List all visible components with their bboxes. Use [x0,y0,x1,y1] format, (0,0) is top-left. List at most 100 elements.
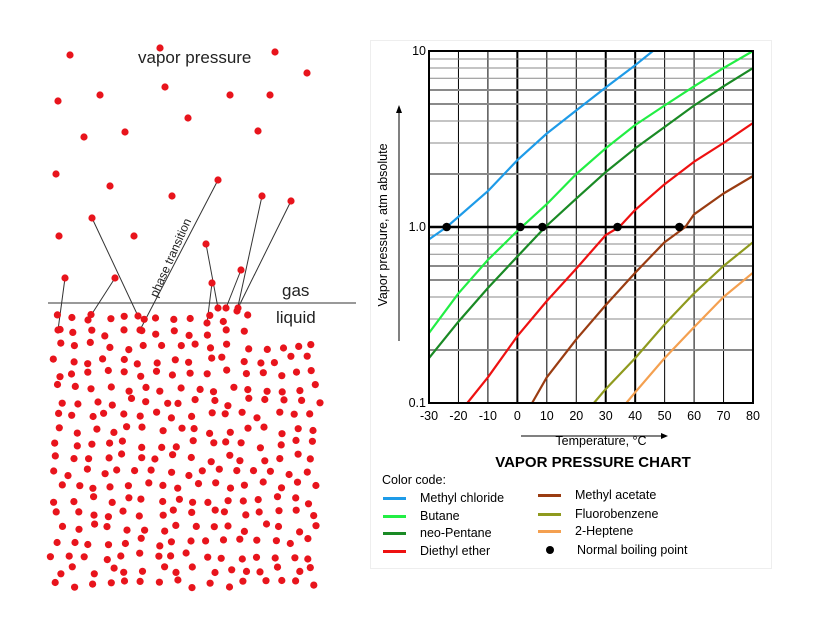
liquid-particle [68,313,76,322]
liquid-particle [226,428,234,436]
liquid-particle [303,352,311,360]
liquid-particle [53,380,62,389]
liquid-particle [123,423,131,431]
liquid-particle [209,388,218,396]
liquid-particle [113,466,121,474]
legend-swatch [538,493,561,497]
liquid-particle [65,552,73,560]
legend-item: 2-Heptene [538,523,633,539]
liquid-particle [253,414,261,422]
liquid-particle [167,538,175,546]
liquid-particle [88,326,96,334]
liquid-particle [120,577,129,585]
liquid-particle [168,468,176,476]
legend-item: neo-Pentane [383,525,492,541]
liquid-particle [304,500,313,508]
liquid-particle [292,577,300,585]
liquid-particle [137,372,145,380]
boiling-point-icon [546,546,554,554]
liquid-particle [125,346,133,354]
gas-particle [106,182,114,190]
liquid-particle [83,465,91,473]
legend-label: 2-Heptene [575,524,634,538]
series-line-2-heptene [625,271,754,404]
liquid-particle [206,311,214,319]
liquid-particle [55,424,63,432]
liquid-particle [103,556,111,564]
liquid-particle [307,341,315,349]
liquid-particle [225,583,234,591]
gas-particle [258,192,266,200]
liquid-particle [239,497,247,505]
liquid-particle [298,396,306,404]
liquid-particle [100,409,108,417]
liquid-particle [192,522,200,531]
liquid-particle [296,528,304,536]
liquid-particle [177,384,185,392]
liquid-particle [266,467,274,475]
liquid-particle [101,470,109,478]
liquid-particle [275,507,283,515]
liquid-particle [211,506,219,514]
liquid-particle [80,553,88,561]
liquid-particle [84,316,92,324]
liquid-particle [159,481,167,489]
legend-swatch [383,531,406,535]
liquid-particle [194,480,203,488]
liquid-particle [67,370,76,378]
liquid-particle [218,353,226,361]
liquid-particle [87,311,95,319]
liquid-particle [306,564,314,572]
plot-frame [428,50,754,404]
liquid-particle [278,576,286,585]
liquid-particle [262,520,271,528]
liquid-particle [221,410,229,418]
liquid-particle [56,373,64,381]
x-tick-label: 30 [599,409,613,423]
liquid-particle [212,479,220,487]
liquid-particle [172,521,180,530]
liquid-particle [53,311,62,319]
x-tick-label: 70 [717,409,731,423]
liquid-particle [257,359,265,367]
liquid-particle [207,458,215,466]
liquid-particle [101,332,109,340]
gas-particle [303,69,311,77]
gas-particle [168,192,176,200]
liquid-particle [118,450,126,458]
series-line-diethyl-ether [466,122,754,404]
liquid-particle [54,326,62,334]
liquid-particle [153,408,161,416]
liquid-particle [191,340,199,348]
liquid-particle [136,326,144,334]
liquid-particle [256,444,264,452]
gas-particle [55,232,63,240]
transition-line [57,277,66,331]
series-lines [428,50,754,404]
liquid-particle [71,382,79,390]
legend-label: Fluorobenzene [575,507,659,521]
liquid-particle [58,481,66,489]
liquid-particle [177,342,185,350]
liquid-particle [188,508,196,516]
series-line-fluorobenzene [593,241,754,404]
liquid-particle [68,411,76,419]
liquid-particle [136,549,144,557]
liquid-particle [261,457,269,465]
liquid-particle [187,453,195,462]
liquid-particle [185,358,193,366]
liquid-particle [292,436,300,444]
liquid-particle [238,555,246,563]
liquid-particle [249,467,258,475]
liquid-particle [242,567,251,576]
liquid-particle [308,437,316,445]
liquid-particle [161,563,169,571]
liquid-particle [226,484,235,492]
liquid-particle [58,522,67,531]
liquid-particle [141,526,149,534]
liquid-particle [140,315,148,323]
boiling-point-marker [516,222,525,232]
liquid-particle [152,330,160,338]
liquid-particle [70,498,78,506]
liquid-particle [274,522,283,531]
